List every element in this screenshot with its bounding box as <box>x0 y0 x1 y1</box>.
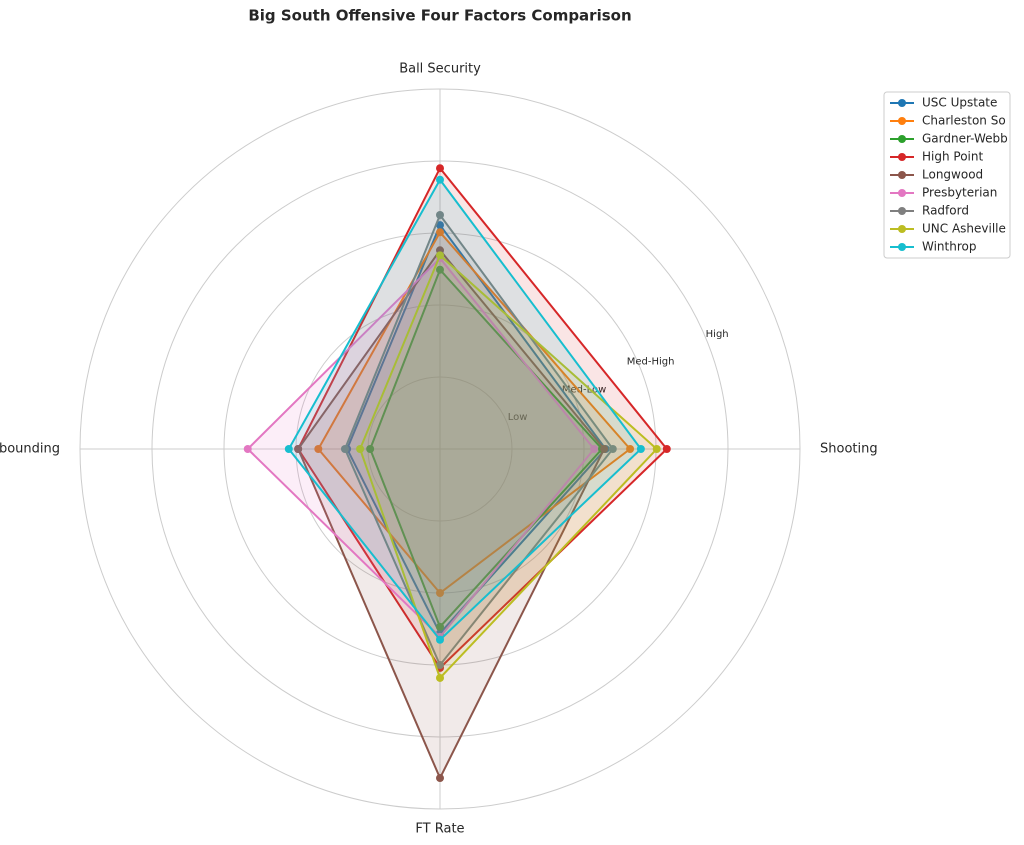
marker <box>662 445 671 453</box>
marker <box>436 211 444 219</box>
marker <box>436 661 444 669</box>
marker <box>284 445 293 453</box>
legend-marker <box>898 207 906 215</box>
legend-marker <box>898 171 906 179</box>
r-tick-label: High <box>706 329 729 340</box>
legend-marker <box>898 189 906 197</box>
axis-label: FT Rate <box>415 822 464 837</box>
legend-label: USC Upstate <box>922 96 997 110</box>
legend-marker <box>898 135 906 143</box>
legend-label: High Point <box>922 150 983 164</box>
marker <box>436 164 444 173</box>
marker <box>436 221 444 230</box>
legend-marker <box>898 153 906 161</box>
marker <box>652 445 661 453</box>
marker <box>340 445 349 453</box>
marker <box>436 251 444 260</box>
legend-marker <box>898 117 906 125</box>
series-area <box>287 177 643 642</box>
marker <box>243 445 252 453</box>
marker <box>590 445 599 453</box>
marker <box>436 228 444 237</box>
legend-label: Charleston So <box>922 114 1006 128</box>
chart-title: Big South Offensive Four Factors Compari… <box>248 7 631 25</box>
legend-marker <box>898 225 906 233</box>
marker <box>600 445 609 453</box>
marker <box>436 673 444 682</box>
r-tick-label: Med-Low <box>562 384 606 395</box>
marker <box>436 265 444 274</box>
marker <box>436 622 444 631</box>
legend-marker <box>898 99 906 107</box>
marker <box>436 635 444 644</box>
legend-label: Presbyterian <box>922 186 997 200</box>
marker <box>314 445 323 453</box>
marker <box>608 445 617 453</box>
r-tick-label: Med-High <box>627 357 675 368</box>
legend-label: Longwood <box>922 168 983 182</box>
legend-label: Winthrop <box>922 240 976 254</box>
marker <box>436 774 444 783</box>
marker <box>294 445 303 453</box>
legend-label: Gardner-Webb <box>922 132 1008 146</box>
legend-marker <box>898 243 906 251</box>
marker <box>436 175 444 184</box>
marker <box>636 445 645 453</box>
axis-label: Shooting <box>820 442 878 457</box>
marker <box>366 445 375 453</box>
axis-label: Ball Security <box>399 62 481 77</box>
marker <box>436 589 444 597</box>
r-tick-label: Low <box>508 412 528 423</box>
marker <box>626 445 635 453</box>
axis-label: Off Rebounding <box>0 442 60 457</box>
legend-label: UNC Asheville <box>922 222 1006 236</box>
marker <box>356 445 365 453</box>
legend-box <box>883 91 1011 259</box>
legend-label: Radford <box>922 204 969 218</box>
